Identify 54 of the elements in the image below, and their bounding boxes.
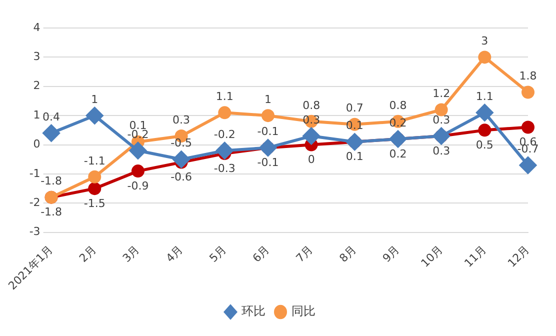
x-tick-label: 10月	[418, 242, 446, 270]
data-label: 0.1	[346, 150, 364, 164]
data-label: 0.8	[389, 98, 407, 112]
y-tick-label: -3	[29, 225, 40, 238]
data-label: 1.8	[519, 70, 537, 83]
x-tick-label: 3月	[120, 242, 142, 265]
x-tick-label: 5月	[206, 242, 229, 265]
data-label: 0.8	[302, 98, 320, 112]
x-tick-label: 8月	[336, 242, 359, 265]
data-label: -0.3	[214, 162, 236, 175]
legend-label: 同比	[292, 304, 316, 318]
x-tick-label: 6月	[250, 242, 272, 265]
y-tick-label: -2	[29, 196, 40, 210]
data-label: 0.2	[389, 147, 407, 160]
x-tick-label: 4月	[164, 242, 186, 265]
y-tick-label: -1	[29, 166, 40, 180]
x-tick-label: 12月	[505, 242, 532, 270]
y-tick-label: 1	[33, 108, 40, 122]
data-label: 1.2	[432, 87, 450, 100]
data-label: 0.3	[432, 144, 450, 158]
data-label: -1.5	[84, 196, 106, 210]
y-tick-label: 3	[33, 50, 40, 64]
data-label: 0	[308, 153, 315, 166]
legend-label: 环比	[242, 304, 266, 318]
data-label: -0.2	[214, 128, 236, 141]
data-label: 0.3	[432, 113, 450, 126]
x-tick-label: 11月	[462, 242, 489, 270]
x-tick-label: 9月	[380, 242, 402, 265]
y-tick-label: 2	[33, 79, 40, 92]
data-label: 1	[264, 92, 272, 106]
data-label: 0.3	[172, 113, 190, 126]
data-label: 1.1	[216, 90, 234, 104]
data-label: 0.1	[346, 119, 364, 132]
data-label: -1.1	[84, 154, 106, 168]
data-label: -0.1	[257, 156, 279, 170]
y-tick-label: 0	[33, 138, 40, 151]
data-label: -0.2	[127, 128, 149, 141]
data-label: 0.3	[302, 113, 320, 126]
data-label: 0.4	[42, 110, 60, 124]
data-label: 1	[91, 92, 98, 106]
data-label: -0.7	[517, 142, 539, 156]
x-tick-label: 7月	[294, 242, 316, 265]
data-label: 0.7	[346, 102, 364, 115]
data-label: 1.1	[476, 90, 494, 104]
data-label: -1.8	[40, 174, 62, 188]
data-label: -0.1	[257, 125, 279, 138]
data-label: -0.5	[170, 136, 192, 150]
x-tick-label: 2月	[76, 242, 99, 265]
data-label: -1.8	[40, 206, 62, 219]
data-label: 3	[481, 34, 488, 48]
y-tick-label: 4	[33, 20, 40, 34]
data-label: -0.6	[170, 170, 192, 184]
data-label: 0.5	[476, 138, 494, 152]
data-label: -0.9	[127, 179, 149, 192]
